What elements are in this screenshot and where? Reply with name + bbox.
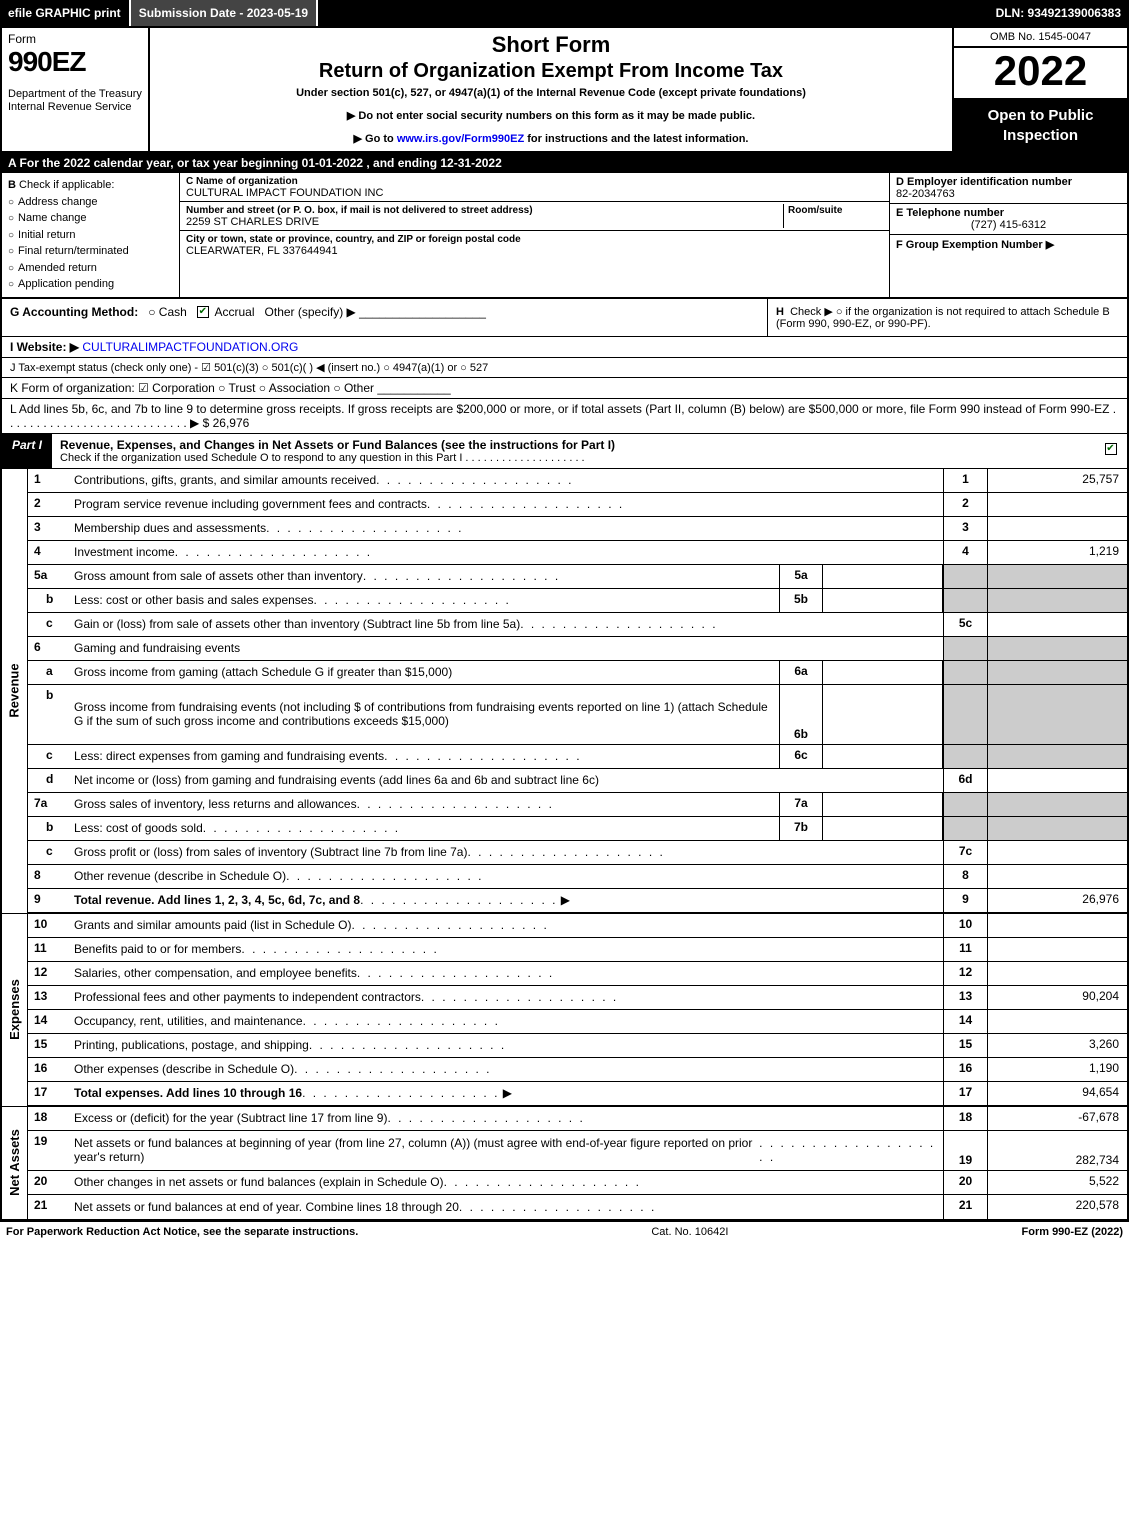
- netassets-section: Net Assets 18Excess or (deficit) for the…: [2, 1106, 1127, 1219]
- chk-address-change[interactable]: Address change: [8, 196, 98, 208]
- c-name-label: C Name of organization: [186, 176, 298, 187]
- part1-title: Revenue, Expenses, and Changes in Net As…: [60, 438, 615, 452]
- header-mid: Short Form Return of Organization Exempt…: [150, 28, 952, 151]
- top-bar: efile GRAPHIC print Submission Date - 20…: [0, 0, 1129, 26]
- chk-name-change[interactable]: Name change: [8, 212, 87, 224]
- header-left: Form 990EZ Department of the Treasury In…: [2, 28, 150, 151]
- arrow-line-1: ▶ Do not enter social security numbers o…: [158, 109, 944, 122]
- dln: DLN: 93492139006383: [988, 0, 1129, 26]
- row-gh: G Accounting Method: ○ Cash Accrual Othe…: [2, 299, 1127, 337]
- row-i: I Website: ▶ CULTURALIMPACTFOUNDATION.OR…: [2, 337, 1127, 358]
- part1-label: Part I: [2, 434, 52, 468]
- b-label: Check if applicable:: [19, 179, 114, 191]
- efile-label[interactable]: efile GRAPHIC print: [0, 0, 131, 26]
- chk-final-return[interactable]: Final return/terminated: [8, 245, 129, 257]
- org-street: 2259 ST CHARLES DRIVE: [186, 216, 319, 228]
- arrow-line-2: ▶ Go to www.irs.gov/Form990EZ for instru…: [158, 132, 944, 145]
- telephone: (727) 415-6312: [896, 219, 1121, 231]
- row-k: K Form of organization: ☑ Corporation ○ …: [2, 378, 1127, 399]
- form-number: 990EZ: [8, 46, 142, 78]
- dept-label: Department of the Treasury Internal Reve…: [8, 88, 142, 114]
- form-container: Form 990EZ Department of the Treasury In…: [0, 26, 1129, 1221]
- part1-bar: Part I Revenue, Expenses, and Changes in…: [2, 433, 1127, 469]
- chk-amended-return[interactable]: Amended return: [8, 262, 97, 274]
- submission-date: Submission Date - 2023-05-19: [131, 0, 318, 26]
- org-name: CULTURAL IMPACT FOUNDATION INC: [186, 187, 383, 199]
- tax-year: 2022: [954, 48, 1127, 100]
- f-label: F Group Exemption Number ▶: [896, 239, 1054, 251]
- chk-accrual[interactable]: [197, 306, 209, 318]
- c-city-label: City or town, state or province, country…: [186, 234, 521, 245]
- omb-number: OMB No. 1545-0047: [954, 28, 1127, 48]
- header-right: OMB No. 1545-0047 2022 Open to Public In…: [952, 28, 1127, 151]
- title2: Return of Organization Exempt From Incom…: [158, 60, 944, 83]
- col-b: B Check if applicable: Address change Na…: [2, 173, 180, 297]
- title1: Short Form: [158, 32, 944, 58]
- revenue-section: Revenue 1Contributions, gifts, grants, a…: [2, 469, 1127, 913]
- room-label: Room/suite: [788, 205, 842, 216]
- website-link[interactable]: CULTURALIMPACTFOUNDATION.ORG: [82, 340, 298, 354]
- subtitle: Under section 501(c), 527, or 4947(a)(1)…: [158, 87, 944, 99]
- d-label: D Employer identification number: [896, 176, 1072, 188]
- g-accounting: G Accounting Method: ○ Cash Accrual Othe…: [2, 299, 767, 336]
- expenses-section: Expenses 10Grants and similar amounts pa…: [2, 913, 1127, 1106]
- e-label: E Telephone number: [896, 207, 1004, 219]
- h-check: H Check ▶ ○ if the organization is not r…: [767, 299, 1127, 336]
- part1-sub: Check if the organization used Schedule …: [60, 452, 1089, 464]
- col-de: D Employer identification number 82-2034…: [889, 173, 1127, 297]
- chk-initial-return[interactable]: Initial return: [8, 229, 76, 241]
- ein: 82-2034763: [896, 188, 955, 200]
- footer-left: For Paperwork Reduction Act Notice, see …: [6, 1226, 358, 1238]
- irs-link[interactable]: www.irs.gov/Form990EZ: [397, 133, 524, 145]
- part1-checkbox[interactable]: [1097, 434, 1127, 468]
- footer-right: Form 990-EZ (2022): [1022, 1226, 1124, 1238]
- form-word: Form: [8, 32, 142, 46]
- footer-mid: Cat. No. 10642I: [358, 1226, 1021, 1238]
- block-bcdef: B Check if applicable: Address change Na…: [2, 173, 1127, 299]
- c-street-label: Number and street (or P. O. box, if mail…: [186, 205, 533, 216]
- netassets-vlabel: Net Assets: [2, 1107, 28, 1219]
- open-public-badge: Open to Public Inspection: [954, 100, 1127, 151]
- footer: For Paperwork Reduction Act Notice, see …: [0, 1221, 1129, 1242]
- chk-application-pending[interactable]: Application pending: [8, 278, 114, 290]
- row-j: J Tax-exempt status (check only one) - ☑…: [2, 358, 1127, 378]
- org-city: CLEARWATER, FL 337644941: [186, 245, 338, 257]
- col-c: C Name of organization CULTURAL IMPACT F…: [180, 173, 889, 297]
- revenue-vlabel: Revenue: [2, 469, 28, 913]
- form-header: Form 990EZ Department of the Treasury In…: [2, 28, 1127, 153]
- row-a: A For the 2022 calendar year, or tax yea…: [2, 153, 1127, 173]
- expenses-vlabel: Expenses: [2, 914, 28, 1106]
- row-l: L Add lines 5b, 6c, and 7b to line 9 to …: [2, 399, 1127, 433]
